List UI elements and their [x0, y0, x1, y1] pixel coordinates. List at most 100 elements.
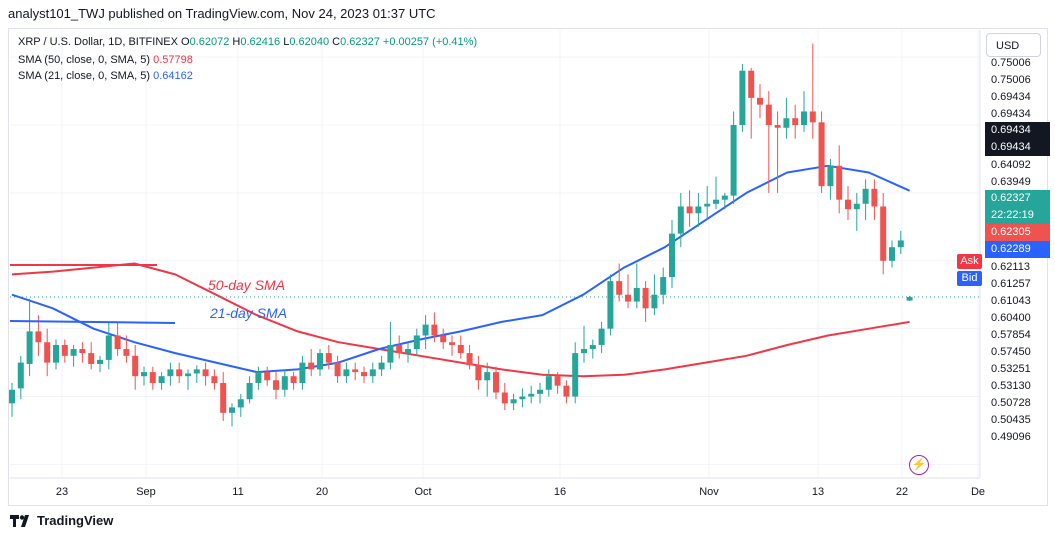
tradingview-logo[interactable]: TradingView	[10, 513, 113, 528]
y-tick-label: 0.62113	[991, 261, 1030, 273]
candle-body-28	[255, 372, 262, 383]
legend-sma50-row[interactable]: SMA (50, close, 0, SMA, 5) 0.57798	[18, 54, 193, 66]
candle-body-33	[299, 362, 306, 383]
candle-body-26	[237, 399, 244, 408]
candle-body-43	[387, 344, 394, 363]
price-tag-countdown: 22:22:19	[991, 209, 1034, 221]
candle-body-81	[721, 195, 728, 200]
y-tick-label: 0.61043	[991, 295, 1031, 307]
x-tick-label: 13	[812, 486, 824, 498]
candle-body-22	[202, 369, 209, 377]
sma50-value: 0.57798	[153, 54, 193, 66]
candle-body-84	[748, 70, 755, 98]
high-value: 0.62416	[240, 36, 281, 48]
legend-sma21-row[interactable]: SMA (21, close, 0, SMA, 5) 0.64162	[18, 70, 193, 82]
sma21-line	[11, 164, 911, 374]
sma50-annotation: 50-day SMA	[208, 277, 285, 293]
annotations: 50-day SMA 21-day SMA	[9, 264, 287, 324]
legend-symbol-row[interactable]: XRP / U.S. Dollar, 1D, BITFINEX O0.62072…	[18, 36, 477, 48]
y-tick-label: 0.53251	[991, 363, 1031, 375]
candle-body-55	[493, 372, 499, 393]
candle-body-68	[607, 281, 614, 329]
candle-body-4	[44, 342, 51, 363]
candle-body-5	[53, 344, 59, 363]
candle-body-72	[642, 287, 649, 309]
candle-body-50	[449, 342, 455, 345]
x-tick-label: 22	[896, 486, 908, 498]
sma21-label: SMA (21, close, 0, SMA, 5)	[18, 70, 151, 82]
symbol-name: XRP / U.S. Dollar, 1D, BITFINEX	[18, 36, 178, 48]
currency-button[interactable]: USD	[986, 33, 1041, 57]
open-value: 0.62072	[189, 36, 230, 48]
publisher-line: analyst101_TWJ published on TradingView.…	[8, 6, 436, 21]
x-tick-label: 16	[554, 486, 566, 498]
candle-body-93	[827, 165, 834, 187]
y-tick-label: 0.57450	[991, 346, 1031, 358]
candle-body-66	[589, 344, 596, 350]
candle-body-82	[730, 125, 737, 196]
candle-body-70	[625, 294, 631, 302]
candle-body-44	[396, 344, 403, 354]
candle-body-96	[853, 203, 860, 210]
candle-body-35	[317, 353, 323, 370]
candle-body-15	[141, 372, 147, 377]
price-tag: 0.69434	[985, 122, 1050, 139]
candle-body-0	[9, 389, 15, 404]
price-tag: 0.69434	[985, 139, 1050, 156]
candle-body-77	[686, 206, 693, 214]
candle-body-83	[739, 70, 746, 126]
candle-body-49	[440, 335, 447, 343]
candle-body-79	[704, 203, 711, 207]
ask-label: Ask	[957, 254, 982, 269]
candle-body-34	[308, 362, 315, 370]
candle-body-92	[818, 122, 825, 187]
y-tick-label: 0.57854	[991, 329, 1031, 341]
candle-body-78	[695, 206, 702, 214]
close-value: 0.62327	[340, 36, 380, 48]
candle-body-71	[633, 287, 640, 302]
candle-body-53	[475, 365, 482, 381]
candle-body-36	[325, 353, 332, 363]
candle-body-63	[563, 385, 570, 397]
candle-body-24	[220, 382, 227, 413]
candle-body-101	[897, 240, 904, 248]
high-label: H	[232, 36, 241, 48]
candle-body-87	[774, 125, 781, 128]
candle-body-32	[290, 376, 297, 383]
y-tick-label: 0.50435	[991, 414, 1031, 426]
tv-logo-icon	[10, 514, 29, 527]
y-tick-label: 0.75006	[991, 57, 1031, 69]
y-tick-label: 0.50728	[991, 397, 1031, 409]
candle-body-41	[369, 369, 376, 377]
candle-body-62	[554, 376, 561, 386]
x-tick-label: 23	[56, 486, 68, 498]
candle-body-45	[405, 349, 411, 354]
candle-body-85	[757, 97, 763, 105]
candle-body-80	[713, 199, 719, 204]
candle-body-47	[422, 324, 429, 336]
candle-body-2	[26, 331, 33, 364]
candle-body-17	[158, 376, 165, 383]
candle-body-88	[783, 118, 790, 128]
candle-body-18	[167, 369, 174, 377]
price-tag: 0.62305	[985, 224, 1050, 241]
grid-lines	[10, 30, 980, 478]
candle-body-52	[466, 353, 473, 366]
price-tag: 0.62327 22:22:19	[985, 190, 1050, 224]
candle-body-86	[765, 104, 772, 126]
chart-frame[interactable]	[8, 28, 1048, 506]
candle-body-95	[845, 199, 851, 210]
candle-body-6	[61, 344, 68, 356]
candle-body-46	[413, 335, 420, 350]
x-tick-label: De	[971, 486, 985, 498]
candle-body-94	[836, 165, 843, 200]
change-value: +0.00257 (+0.41%)	[382, 36, 478, 48]
candle-body-99	[880, 206, 887, 261]
x-tick-label: 20	[316, 486, 328, 498]
candle-body-10	[97, 359, 103, 364]
candle-body-40	[361, 372, 367, 377]
candle-body-90	[801, 111, 807, 126]
time-axis[interactable]: 23 Sep 11 20 Oct 16 Nov 13 22 De	[10, 477, 985, 498]
brand-name: TradingView	[37, 513, 114, 528]
lightning-icon[interactable]: ⚡	[909, 455, 929, 475]
